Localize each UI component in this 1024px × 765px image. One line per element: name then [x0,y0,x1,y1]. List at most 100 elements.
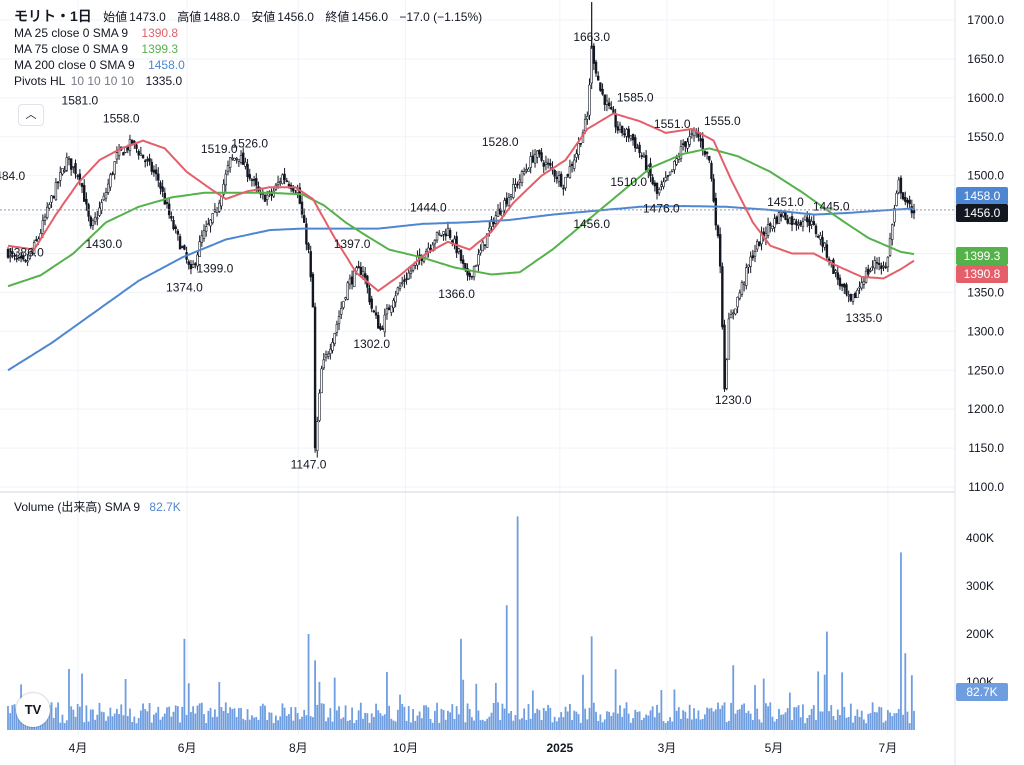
volume-bar [913,710,915,730]
volume-bar [725,722,728,730]
candle-body [337,316,341,324]
volume-bar [383,714,386,730]
ma75-legend[interactable]: MA 75 close 0 SMA 9 1399.3 [14,41,490,57]
volume-bar [436,702,438,730]
volume-bar [649,710,652,730]
candle-body [614,113,617,128]
candle-body [233,157,236,161]
volume-bar [355,720,358,730]
candle-body [562,187,565,190]
volume-bar [150,722,153,730]
volume-bar [142,703,144,730]
candle-body [438,232,441,235]
candle-body [239,155,243,163]
volume-bar [405,720,408,730]
candle-body [154,169,158,175]
volume-bar [453,718,456,730]
candle-body [11,251,14,255]
volume-bar [470,717,473,730]
candle-body [246,163,249,178]
volume-bar [778,708,780,730]
legend-collapse-button[interactable]: ︿ [18,104,44,126]
candle-body [202,230,206,239]
candle-body [847,294,850,297]
price-tag-value: 1399.3 [964,249,1001,263]
candle-body [799,221,802,226]
ma75-line [7,147,915,288]
volume-bar [298,719,301,730]
volume-bar [531,690,534,730]
volume-bar [192,706,195,730]
volume-bar [359,702,362,730]
pivot-label: 1230.0 [715,393,752,407]
volume-bar [904,653,907,730]
volume-bar [536,708,539,730]
pivots-legend[interactable]: Pivots HL 10 10 10 10 1335.0 [14,73,490,89]
volume-bar [89,709,92,730]
candle-body [400,282,404,285]
volume-bar [884,720,887,730]
candle-body [411,265,415,271]
volume-bar [257,719,260,730]
volume-bar [910,675,913,730]
candle-body [224,173,227,186]
candle-body [512,184,515,198]
candle-body [601,88,604,95]
candle-body [302,215,306,223]
volume-bar [477,710,480,730]
volume-bar [610,716,613,730]
candle-body [383,314,386,333]
candle-body [779,213,783,218]
pivots-value: 1335.0 [145,74,183,88]
volume-legend[interactable]: Volume (出来高) SMA 9 82.7K [14,498,181,515]
candle-body [803,215,807,221]
tradingview-logo[interactable]: TV [16,693,50,727]
candle-body [100,202,103,211]
volume-bar [335,710,338,730]
volume-bar [96,714,99,730]
candle-body [525,169,528,172]
volume-bar [623,708,626,730]
volume-bar [839,715,841,730]
candle-body [634,137,637,149]
candle-body [544,161,548,165]
volume-bar [222,710,225,730]
volume-bar [802,704,804,730]
candle-body [906,200,909,203]
price-tick-label: 1100.0 [968,480,1004,494]
volume-bar [514,715,517,730]
candle-body [877,263,881,265]
volume-bar [61,714,64,730]
volume-bar [797,705,800,730]
volume-bar [379,713,382,730]
candle-body [124,147,127,153]
volume-bar [592,702,595,730]
volume-bar [632,718,634,730]
candle-body [686,141,689,149]
candle-body [891,224,894,240]
candle-body [605,100,609,105]
symbol-title[interactable]: モリト・1日 [14,8,92,24]
candle-body [191,264,195,268]
candle-body [786,218,789,224]
ma200-legend[interactable]: MA 200 close 0 SMA 9 1458.0 [14,57,490,73]
candle-body [305,223,308,245]
pivot-label: 484.0 [0,169,26,183]
candle-body [655,182,659,194]
volume-bar [205,723,208,730]
volume-bar [338,706,340,730]
ma25-legend[interactable]: MA 25 close 0 SMA 9 1390.8 [14,25,490,41]
volume-bar [793,707,796,730]
candle-body [599,82,602,91]
volume-bar [109,707,112,730]
candle-body [742,282,746,285]
volume-bar [327,717,330,730]
volume-bar [59,722,62,730]
candle-body [148,158,151,162]
candle-body [662,181,665,187]
candle-body [895,192,898,207]
price-tag-bg [956,265,1008,283]
volume-bar [183,638,186,730]
volume-bar [76,704,79,730]
